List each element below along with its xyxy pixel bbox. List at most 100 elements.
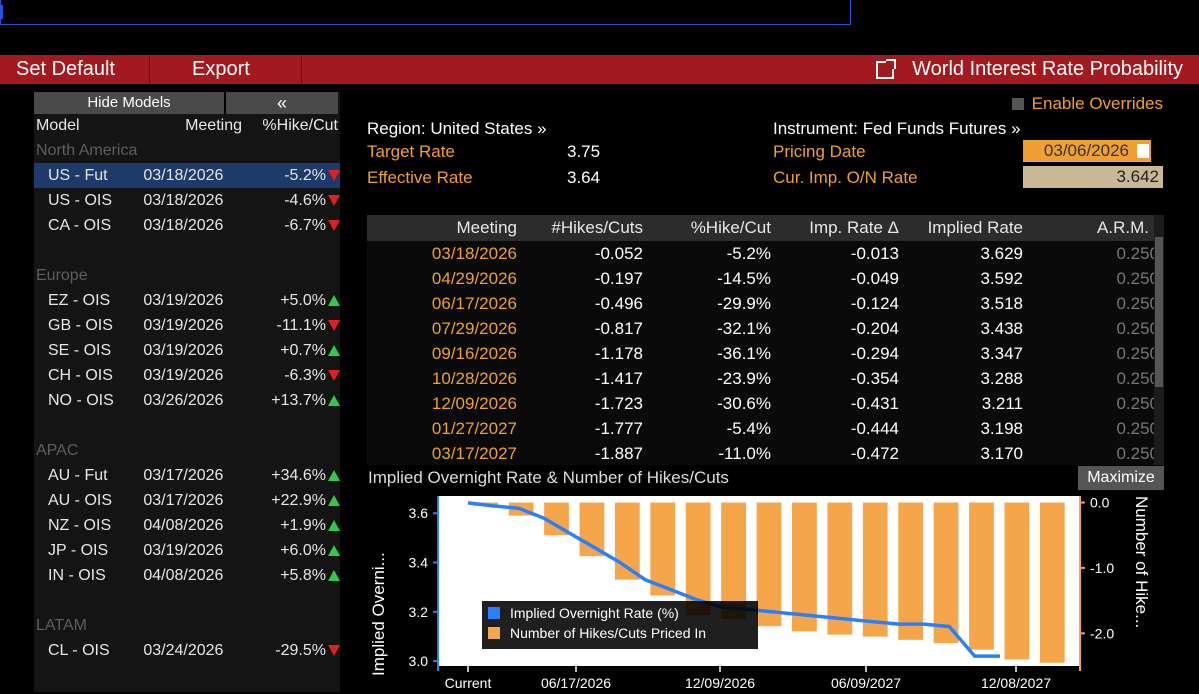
- table-row[interactable]: 10/28/2026 -1.417 -23.9% -0.354 3.288 0.…: [367, 366, 1164, 391]
- model-pct: +1.9%: [280, 516, 326, 534]
- model-name: SE - OIS: [48, 341, 112, 359]
- legend-swatch: [488, 607, 500, 619]
- hikes-bar: [1004, 502, 1030, 660]
- table-row[interactable]: 01/27/2027 -1.777 -5.4% -0.444 3.198 0.2…: [367, 416, 1164, 441]
- cell-arm: 0.250: [1116, 243, 1159, 263]
- cell-hikes: -1.777: [594, 418, 643, 438]
- model-row[interactable]: US - Fut 03/18/2026 -5.2%: [34, 163, 340, 188]
- x-tick-label: 06/17/2026: [541, 675, 611, 691]
- instrument-selector[interactable]: Instrument: Fed Funds Futures »: [773, 119, 1021, 138]
- model-pct: +6.0%: [280, 541, 326, 559]
- model-meeting: 03/18/2026: [143, 166, 224, 184]
- model-row[interactable]: NZ - OIS 04/08/2026 +1.9%: [34, 513, 340, 538]
- cell-implied-rate: 3.518: [980, 293, 1023, 313]
- hikes-bar: [827, 502, 853, 635]
- cell-pct: -14.5%: [717, 268, 771, 288]
- th-implied-rate[interactable]: Implied Rate: [927, 218, 1023, 237]
- model-meeting: 03/19/2026: [143, 316, 224, 334]
- command-line[interactable]: [0, 0, 851, 25]
- model-row[interactable]: IN - OIS 04/08/2026 +5.8%: [34, 563, 340, 588]
- maximize-button[interactable]: Maximize: [1078, 466, 1164, 490]
- external-link-icon[interactable]: [876, 58, 897, 79]
- cell-pct: -36.1%: [717, 343, 771, 363]
- down-arrow-icon: [328, 369, 340, 381]
- left-tick-label: 3.0: [409, 653, 429, 669]
- model-row[interactable]: AU - Fut 03/17/2026 +34.6%: [34, 463, 340, 488]
- cell-imp-delta: -0.444: [850, 418, 899, 438]
- cell-meeting: 10/28/2026: [431, 368, 517, 388]
- table-row[interactable]: 06/17/2026 -0.496 -29.9% -0.124 3.518 0.…: [367, 291, 1164, 316]
- model-name: AU - Fut: [48, 466, 108, 484]
- model-row[interactable]: CL - OIS 03/24/2026 -29.5%: [34, 638, 340, 663]
- models-panel: Hide Models « Model Meeting %Hike/Cut No…: [34, 92, 340, 692]
- up-arrow-icon: [328, 394, 340, 406]
- cell-pct: -5.4%: [726, 418, 771, 438]
- table-row[interactable]: 04/29/2026 -0.197 -14.5% -0.049 3.592 0.…: [367, 266, 1164, 291]
- col-header-meeting[interactable]: Meeting: [185, 117, 242, 134]
- table-header: Meeting #Hikes/Cuts %Hike/Cut Imp. Rate …: [367, 215, 1164, 241]
- hikes-bar: [862, 502, 888, 637]
- x-tick-label: Current: [445, 675, 492, 691]
- model-row[interactable]: US - OIS 03/18/2026 -4.6%: [34, 188, 340, 213]
- hide-models-button[interactable]: Hide Models: [34, 92, 226, 114]
- table-row[interactable]: 07/29/2026 -0.817 -32.1% -0.204 3.438 0.…: [367, 316, 1164, 341]
- table-row[interactable]: 03/17/2027 -1.887 -11.0% -0.472 3.170 0.…: [367, 441, 1164, 466]
- model-name: CL - OIS: [48, 641, 110, 659]
- right-tick-label: 0.0: [1090, 495, 1110, 511]
- table-row[interactable]: 09/16/2026 -1.178 -36.1% -0.294 3.347 0.…: [367, 341, 1164, 366]
- cell-implied-rate: 3.198: [980, 418, 1023, 438]
- effective-rate-label: Effective Rate: [367, 168, 473, 187]
- model-name: GB - OIS: [48, 316, 113, 334]
- export-button[interactable]: Export: [150, 55, 302, 84]
- model-pct: -4.6%: [284, 191, 326, 209]
- model-row[interactable]: AU - OIS 03/17/2026 +22.9%: [34, 488, 340, 513]
- table-scrollbar[interactable]: [1154, 215, 1164, 465]
- scroll-thumb[interactable]: [1155, 237, 1163, 387]
- legend-label: Implied Overnight Rate (%): [510, 605, 679, 621]
- model-row[interactable]: NO - OIS 03/26/2026 +13.7%: [34, 388, 340, 413]
- up-arrow-icon: [328, 519, 340, 531]
- cell-hikes: -1.417: [594, 368, 643, 388]
- model-pct: +5.0%: [280, 291, 326, 309]
- th-pct[interactable]: %Hike/Cut: [690, 218, 771, 237]
- region-header: North America: [36, 142, 138, 159]
- cell-implied-rate: 3.288: [980, 368, 1023, 388]
- set-default-button[interactable]: Set Default: [0, 55, 150, 84]
- model-row[interactable]: GB - OIS 03/19/2026 -11.1%: [34, 313, 340, 338]
- legend-box: [482, 601, 758, 649]
- model-row[interactable]: EZ - OIS 03/19/2026 +5.0%: [34, 288, 340, 313]
- model-name: JP - OIS: [48, 541, 109, 559]
- model-row[interactable]: SE - OIS 03/19/2026 +0.7%: [34, 338, 340, 363]
- th-arm[interactable]: A.R.M.: [1097, 218, 1149, 237]
- cell-arm: 0.250: [1116, 268, 1159, 288]
- down-arrow-icon: [328, 219, 340, 231]
- table-row[interactable]: 12/09/2026 -1.723 -30.6% -0.431 3.211 0.…: [367, 391, 1164, 416]
- col-header-pct[interactable]: %Hike/Cut: [262, 117, 338, 134]
- command-caret: [1, 5, 7, 19]
- chart-svg: 3.6 3.4 3.2 3.0 0.0 -1.0 -2.0 Current 06/17/2026…: [369, 495, 1151, 691]
- region-selector[interactable]: Region: United States »: [367, 119, 547, 138]
- table-row[interactable]: 03/18/2026 -0.052 -5.2% -0.013 3.629 0.2…: [367, 241, 1164, 266]
- pricing-date-field[interactable]: 03/06/2026: [1023, 140, 1151, 162]
- down-arrow-icon: [328, 194, 340, 206]
- th-meeting[interactable]: Meeting: [456, 218, 517, 237]
- collapse-button[interactable]: «: [226, 92, 338, 114]
- target-rate-value: 3.75: [567, 142, 601, 161]
- overrides-checkbox[interactable]: [1011, 98, 1024, 110]
- cur-imp-field[interactable]: 3.642: [1023, 166, 1163, 188]
- calendar-icon[interactable]: [1137, 144, 1149, 158]
- th-hikes[interactable]: #Hikes/Cuts: [551, 218, 643, 237]
- region-header: APAC: [36, 442, 79, 459]
- model-meeting: 03/18/2026: [143, 216, 224, 234]
- enable-overrides[interactable]: Enable Overrides: [1011, 94, 1163, 114]
- cell-arm: 0.250: [1116, 293, 1159, 313]
- th-imp-delta[interactable]: Imp. Rate Δ: [809, 218, 899, 237]
- model-row[interactable]: CH - OIS 03/19/2026 -6.3%: [34, 363, 340, 388]
- hikes-bar: [933, 502, 959, 644]
- col-header-model[interactable]: Model: [36, 117, 80, 134]
- cell-meeting: 12/09/2026: [431, 393, 517, 413]
- model-row[interactable]: CA - OIS 03/18/2026 -6.7%: [34, 213, 340, 238]
- right-tick-label: -1.0: [1090, 560, 1114, 576]
- cell-imp-delta: -0.431: [850, 393, 899, 413]
- model-row[interactable]: JP - OIS 03/19/2026 +6.0%: [34, 538, 340, 563]
